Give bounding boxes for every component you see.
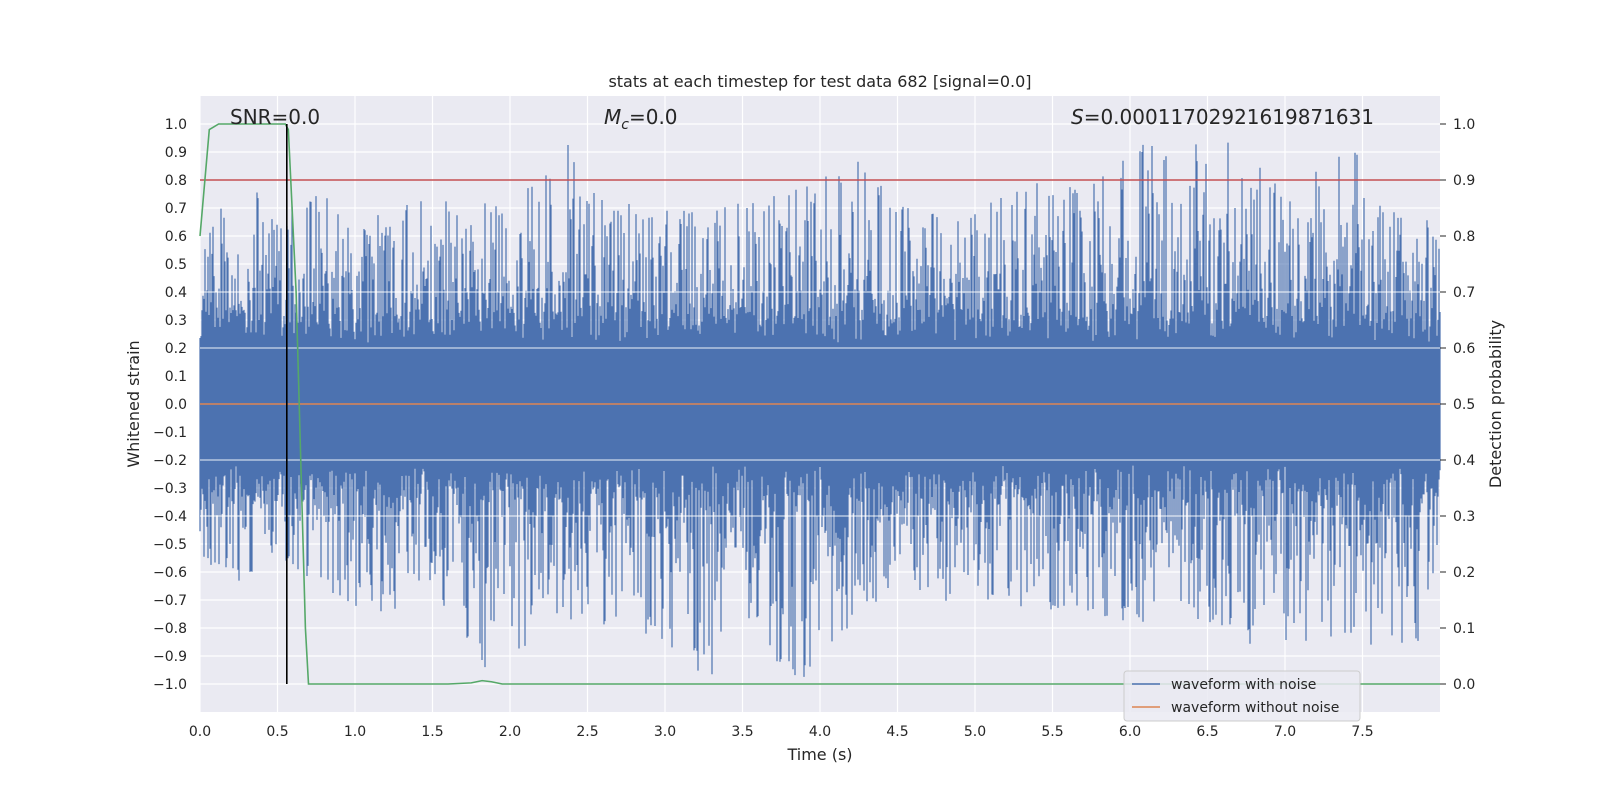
y2-axis-ticks: 1.0 0.9 0.8 0.7 0.6 0.5 0.4 0.3 0.2 0.1 0.0	[1440, 117, 1475, 693]
legend-label-clean: waveform without noise	[1171, 700, 1339, 716]
y2-tick-label: 0.2	[1453, 565, 1475, 581]
x-tick-label: 7.0	[1274, 724, 1296, 740]
y-tick-label: −1.0	[153, 677, 187, 693]
detection-probability-line	[199, 123, 1440, 685]
legend-label-noise: waveform with noise	[1171, 677, 1316, 693]
y-axis-ticks: 1.0 0.9 0.8 0.7 0.6 0.5 0.4 0.3 0.2 0.1 0.0 −0.1 −0.…	[153, 117, 187, 693]
x-tick-label: 2.5	[576, 724, 598, 740]
score-value: =0.00011702921619871631	[1084, 105, 1374, 129]
y-tick-label: −0.8	[153, 621, 187, 637]
y2-tick-label: 0.9	[1453, 173, 1475, 189]
x-tick-label: 3.5	[731, 724, 753, 740]
score-annotation: S=0.00011702921619871631	[1071, 105, 1374, 129]
x-tick-label: 5.5	[1041, 724, 1063, 740]
x-axis-label: Time (s)	[786, 745, 852, 764]
y-tick-label: 0.9	[165, 145, 187, 161]
x-tick-label: 7.5	[1351, 724, 1373, 740]
y2-axis-label: Detection probability	[1486, 320, 1505, 488]
y-tick-label: 1.0	[165, 117, 187, 133]
chart-title: stats at each timestep for test data 682…	[608, 72, 1031, 91]
chirp-mass-value: =0.0	[629, 105, 678, 129]
overlay-lines	[199, 123, 1440, 685]
legend: waveform with noise waveform without noi…	[1123, 670, 1361, 722]
score-symbol: S	[1071, 105, 1084, 129]
legend-box	[1123, 670, 1361, 722]
y-tick-label: 0.8	[165, 173, 187, 189]
y2-tick-label: 0.5	[1453, 397, 1475, 413]
y-tick-label: 0.6	[165, 229, 187, 245]
y-tick-label: 0.7	[165, 201, 187, 217]
y-tick-label: −0.1	[153, 425, 187, 441]
y-tick-label: −0.9	[153, 649, 187, 665]
y-tick-label: 0.1	[165, 369, 187, 385]
chirp-mass-symbol: M	[604, 105, 621, 129]
x-tick-label: 6.5	[1196, 724, 1218, 740]
chirp-mass-annotation: Mc=0.0	[604, 105, 678, 133]
y-tick-label: 0.3	[165, 313, 187, 329]
y2-tick-label: 1.0	[1453, 117, 1475, 133]
y-tick-label: −0.7	[153, 593, 187, 609]
x-tick-label: 0.0	[189, 724, 211, 740]
x-tick-label: 2.0	[499, 724, 521, 740]
y-tick-label: 0.5	[165, 257, 187, 273]
y2-tick-label: 0.3	[1453, 509, 1475, 525]
y2-tick-label: 0.6	[1453, 341, 1475, 357]
y-tick-label: −0.2	[153, 453, 187, 469]
y-tick-label: −0.5	[153, 537, 187, 553]
x-tick-label: 4.0	[809, 724, 831, 740]
x-axis-ticks: 0.0 0.5 1.0 1.5 2.0 2.5 3.0 3.5 4.0 4.5 5.0 5.5 6.0 6…	[189, 724, 1374, 740]
y-tick-label: 0.0	[165, 397, 187, 413]
y2-tick-label: 0.1	[1453, 621, 1475, 637]
snr-annotation: SNR=0.0	[230, 105, 320, 129]
y2-tick-label: 0.0	[1453, 677, 1475, 693]
y2-tick-label: 0.4	[1453, 453, 1475, 469]
x-tick-label: 4.5	[886, 724, 908, 740]
x-tick-label: 5.0	[964, 724, 986, 740]
y-tick-label: 0.4	[165, 285, 187, 301]
y2-tick-label: 0.8	[1453, 229, 1475, 245]
x-tick-label: 0.5	[266, 724, 288, 740]
x-tick-label: 3.0	[654, 724, 676, 740]
y-axis-label: Whitened strain	[124, 340, 143, 467]
chirp-mass-subscript: c	[621, 117, 629, 133]
x-tick-label: 6.0	[1119, 724, 1141, 740]
y-tick-label: −0.6	[153, 565, 187, 581]
x-tick-label: 1.5	[421, 724, 443, 740]
y2-tick-label: 0.7	[1453, 285, 1475, 301]
y-tick-label: −0.4	[153, 509, 187, 525]
y-tick-label: −0.3	[153, 481, 187, 497]
y-tick-label: 0.2	[165, 341, 187, 357]
x-tick-label: 1.0	[344, 724, 366, 740]
